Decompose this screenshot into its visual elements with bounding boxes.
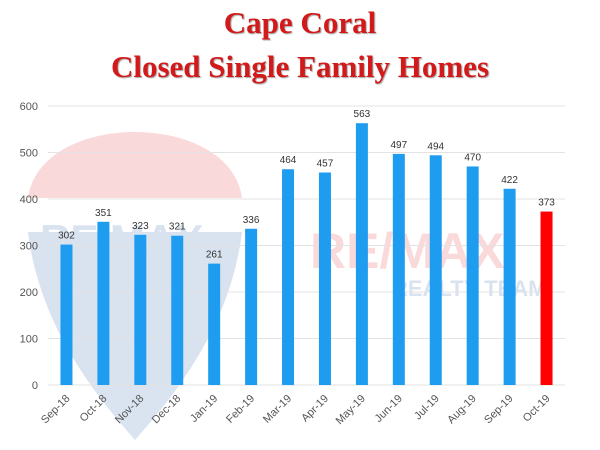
data-label: 321 (169, 222, 186, 233)
data-label: 470 (464, 152, 481, 163)
data-label: 563 (354, 109, 371, 120)
x-tick-label: Jul-19 (412, 393, 442, 423)
x-tick-label: Mar-19 (261, 393, 294, 426)
y-tick-label: 600 (20, 101, 38, 113)
bar (503, 188, 516, 385)
y-axis-ticks: 0 100 200 300 400 500 600 (20, 101, 38, 392)
y-tick-label: 400 (20, 194, 38, 206)
grid-lines (48, 105, 565, 386)
data-label: 302 (58, 231, 75, 242)
y-tick-label: 300 (20, 241, 38, 253)
bar (282, 169, 295, 385)
data-label: 323 (132, 221, 149, 232)
data-label: 457 (317, 158, 334, 169)
data-label: 336 (243, 215, 260, 226)
data-label: 464 (280, 155, 297, 166)
y-tick-label: 200 (20, 287, 38, 299)
x-tick-label: Feb-19 (224, 393, 257, 426)
x-tick-label: Oct-18 (78, 393, 110, 425)
y-tick-label: 500 (20, 148, 38, 160)
bar (540, 211, 553, 385)
bar (429, 155, 442, 385)
x-tick-label: Aug-19 (445, 393, 479, 427)
bar (97, 221, 110, 385)
data-label: 351 (95, 208, 112, 219)
chart-title-line-2: Closed Single Family Homes (110, 49, 490, 84)
x-tick-label: Oct-19 (521, 393, 553, 425)
data-label: 494 (427, 141, 444, 152)
x-tick-label: Apr-19 (299, 393, 331, 425)
data-label: 373 (538, 198, 555, 209)
bar (134, 234, 147, 385)
bar (171, 235, 184, 385)
x-tick-label: Sep-19 (482, 393, 516, 427)
bars (60, 123, 553, 385)
bar (60, 244, 73, 385)
y-tick-label: 0 (32, 380, 38, 392)
bar (318, 172, 331, 385)
data-labels: 302 351 323 321 261 336 464 457 563 497 494 470 422 3… (58, 109, 555, 260)
bar (245, 228, 258, 385)
bar (392, 153, 405, 385)
balloon-top-icon (28, 132, 242, 198)
x-tick-label: Sep-18 (39, 393, 73, 427)
y-tick-label: 100 (20, 334, 38, 346)
bar (208, 263, 221, 385)
x-tick-label: Jan-19 (188, 393, 220, 425)
x-tick-label: Jun-19 (373, 393, 405, 425)
x-tick-label: May-19 (334, 393, 368, 427)
data-label: 261 (206, 250, 223, 261)
data-label: 422 (501, 175, 518, 186)
data-label: 497 (390, 140, 407, 151)
bar (466, 166, 479, 385)
chart-title-line-1: Cape Coral (223, 5, 377, 40)
bar (355, 123, 368, 385)
